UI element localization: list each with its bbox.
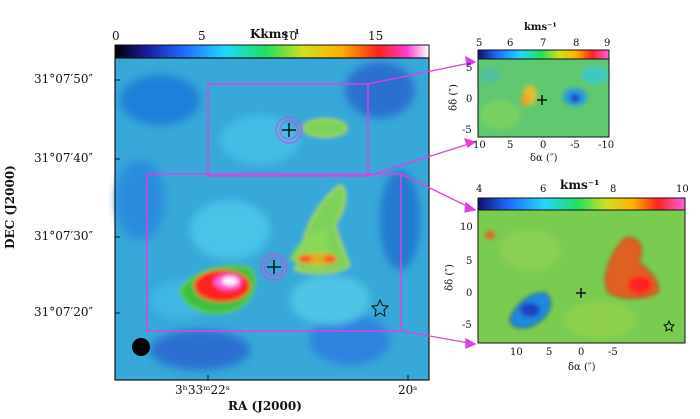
main-y-axis-label: DEC (J2000) bbox=[3, 165, 17, 249]
top-inset-colorbar-tick: 6 bbox=[507, 38, 514, 49]
bottom-inset-colorbar bbox=[477, 197, 686, 211]
main-intensity-map bbox=[114, 57, 430, 381]
main-colorbar-unit: Kkms⁻¹ bbox=[250, 27, 300, 41]
ra-tick-label: 3ʰ33ᵐ22ˢ bbox=[175, 383, 230, 397]
dec-tick-label: 31°07′20″ bbox=[34, 305, 94, 319]
top-inset-velocity-map bbox=[477, 58, 610, 138]
main-colorbar-tick: 0 bbox=[112, 29, 120, 43]
bottom-inset-y-tick: 10 bbox=[460, 222, 473, 233]
top-inset-x-tick: 10 bbox=[473, 140, 486, 151]
bottom-inset-colorbar-tick: 8 bbox=[610, 184, 617, 195]
zoom-box-top bbox=[207, 83, 369, 177]
bottom-inset-x-tick: -5 bbox=[608, 347, 618, 358]
ra-tick-label: 20ˢ bbox=[398, 383, 418, 397]
main-x-axis-label: RA (J2000) bbox=[228, 399, 302, 413]
top-inset-x-tick: -5 bbox=[570, 140, 580, 151]
source-marker-south bbox=[260, 253, 288, 281]
bottom-inset-y-tick: 5 bbox=[466, 256, 473, 267]
bottom-inset-x-label: δα (″) bbox=[568, 362, 596, 373]
top-inset-x-tick: 0 bbox=[540, 140, 547, 151]
top-inset-y-tick: 5 bbox=[466, 63, 473, 74]
top-inset-x-tick: -10 bbox=[598, 140, 615, 151]
bottom-inset-x-tick: 10 bbox=[510, 347, 523, 358]
main-colorbar-tick: 10 bbox=[282, 29, 298, 43]
dec-tick-label: 31°07′50″ bbox=[34, 72, 94, 86]
bottom-inset-colorbar-tick: 6 bbox=[540, 184, 547, 195]
top-inset-y-tick: 0 bbox=[466, 94, 473, 105]
top-inset-colorbar-tick: 8 bbox=[573, 38, 580, 49]
source-marker-north bbox=[275, 116, 303, 144]
dec-tick-label: 31°07′40″ bbox=[34, 151, 94, 165]
top-inset-colorbar-tick: 7 bbox=[540, 38, 547, 49]
bottom-inset-star-marker bbox=[662, 319, 676, 333]
bottom-inset-y-label: δδ (″) bbox=[444, 264, 456, 291]
star-marker bbox=[370, 298, 390, 317]
top-inset-colorbar-tick: 9 bbox=[604, 38, 611, 49]
top-inset-colorbar bbox=[477, 49, 610, 60]
top-inset-y-label: δδ (″) bbox=[448, 84, 460, 111]
bottom-inset-x-tick: 5 bbox=[546, 347, 553, 358]
top-inset-x-label: δα (″) bbox=[530, 153, 558, 164]
bottom-inset-velocity-map bbox=[477, 209, 686, 344]
bottom-inset-y-tick: 0 bbox=[466, 288, 473, 299]
beam-ellipse bbox=[132, 338, 150, 356]
top-inset-colorbar-tick: 5 bbox=[476, 38, 483, 49]
top-inset-colorbar-unit: kms⁻¹ bbox=[524, 22, 557, 33]
bottom-inset-x-tick: 0 bbox=[578, 347, 585, 358]
zoom-connectors bbox=[367, 55, 477, 350]
bottom-inset-colorbar-tick: 4 bbox=[476, 184, 483, 195]
bottom-inset-colorbar-unit: kms⁻¹ bbox=[560, 178, 600, 192]
top-inset-x-tick: 5 bbox=[507, 140, 514, 151]
main-colorbar-tick: 15 bbox=[368, 29, 384, 43]
dec-tick-label: 31°07′30″ bbox=[34, 229, 94, 243]
bottom-inset-y-tick: -5 bbox=[462, 320, 472, 331]
main-colorbar bbox=[114, 44, 430, 59]
main-colorbar-tick: 5 bbox=[198, 29, 206, 43]
top-inset-y-tick: -5 bbox=[462, 125, 472, 136]
zoom-box-bottom bbox=[146, 173, 402, 332]
bottom-inset-colorbar-tick: 10 bbox=[676, 184, 689, 195]
